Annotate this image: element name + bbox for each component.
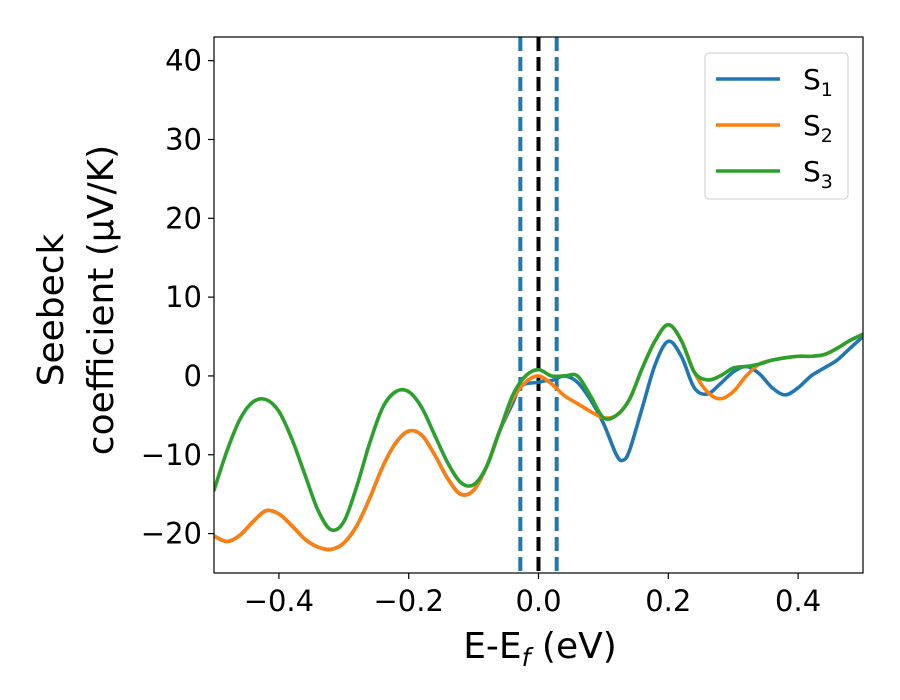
y-tick-label: 40 [165, 44, 202, 78]
x-tick-label: 0.4 [775, 584, 821, 618]
x-axis-label: E-Ef (eV) [463, 626, 617, 672]
y-axis-label: Seebeck coefficient (μV/K) [31, 145, 122, 455]
y-axis: −20 −10 0 10 20 30 40 [141, 44, 214, 551]
y-tick-label: −20 [141, 517, 202, 551]
x-axis: −0.4 −0.2 0.0 0.2 0.4 [244, 573, 821, 618]
legend-label-s2: S2 [803, 109, 833, 147]
y-tick-label: 10 [165, 280, 202, 314]
y-tick-label: 20 [165, 201, 202, 235]
legend-label-s3: S3 [803, 155, 833, 193]
x-tick-label: −0.4 [244, 584, 314, 618]
y-tick-label: 0 [184, 359, 202, 393]
legend: S1 S2 S3 [704, 52, 849, 200]
y-tick-label: −10 [141, 438, 202, 472]
y-axis-label-line1: Seebeck [31, 233, 72, 386]
series-line-s3 [214, 322, 863, 533]
x-tick-label: 0.0 [515, 584, 561, 618]
series-line-s2 [214, 322, 863, 552]
x-tick-label: −0.2 [373, 584, 443, 618]
reference-lines [518, 37, 559, 573]
y-axis-label-line2: coefficient (μV/K) [81, 145, 122, 455]
legend-label-s1: S1 [803, 63, 833, 101]
y-tick-label: 30 [165, 122, 202, 156]
series-lines [214, 322, 863, 552]
x-tick-label: 0.2 [645, 584, 691, 618]
